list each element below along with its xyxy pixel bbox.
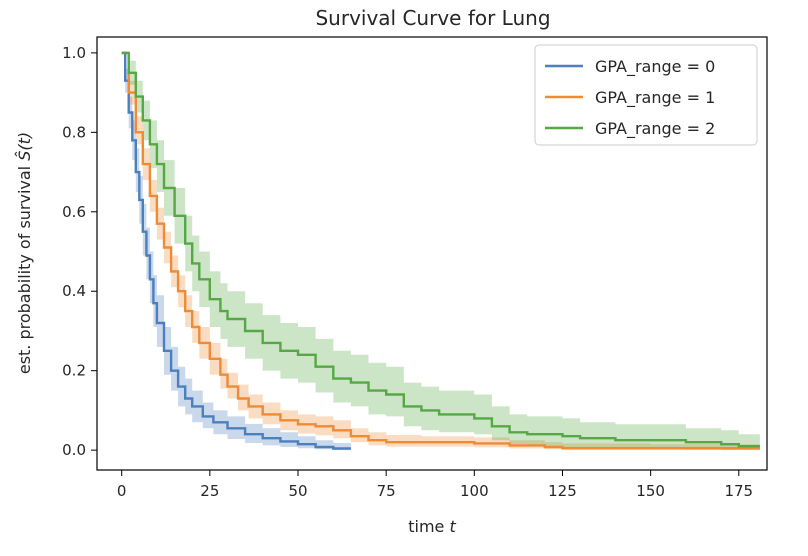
x-axis-label: time t	[408, 517, 456, 536]
legend-box	[534, 44, 758, 146]
y-axis-label-text: est. probability of survival	[15, 161, 34, 374]
plot-frame	[96, 36, 768, 471]
y-tick-label: 0.6	[62, 203, 86, 221]
legend: GPA_range = 0 GPA_range = 1 GPA_range = 2	[534, 44, 758, 146]
x-tick-label: 125	[548, 482, 577, 500]
series-lines	[121, 51, 760, 450]
x-axis-label-var: t	[449, 517, 456, 536]
legend-label-2: GPA_range = 2	[595, 119, 715, 139]
survival-line-2	[121, 51, 760, 448]
x-tick-label: 175	[724, 482, 753, 500]
y-axis-label-var: Ŝ(t)	[15, 132, 34, 161]
y-tick-label: 0.2	[62, 362, 86, 380]
y-axis-label: est. probability of survival Ŝ(t)	[15, 132, 34, 374]
x-tick-label: 150	[636, 482, 665, 500]
x-axis-ticks: 0 25 50 75 100 125 150 175	[117, 470, 753, 500]
y-tick-label: 0.8	[62, 123, 86, 141]
survival-line-1	[121, 51, 760, 450]
x-tick-label: 50	[288, 482, 307, 500]
x-tick-label: 100	[460, 482, 489, 500]
y-tick-label: 1.0	[62, 44, 86, 62]
legend-label-1: GPA_range = 1	[595, 88, 715, 108]
survival-line-0	[121, 51, 351, 450]
legend-label-0: GPA_range = 0	[595, 57, 715, 77]
y-tick-label: 0.0	[62, 441, 86, 459]
y-tick-label: 0.4	[62, 282, 86, 300]
y-axis-ticks: 0.0 0.2 0.4 0.6 0.8 1.0	[62, 44, 97, 459]
x-axis-label-text: time	[408, 517, 449, 536]
x-tick-label: 0	[117, 482, 127, 500]
x-tick-label: 75	[377, 482, 396, 500]
chart-title: Survival Curve for Lung	[315, 6, 550, 30]
x-tick-label: 25	[200, 482, 219, 500]
